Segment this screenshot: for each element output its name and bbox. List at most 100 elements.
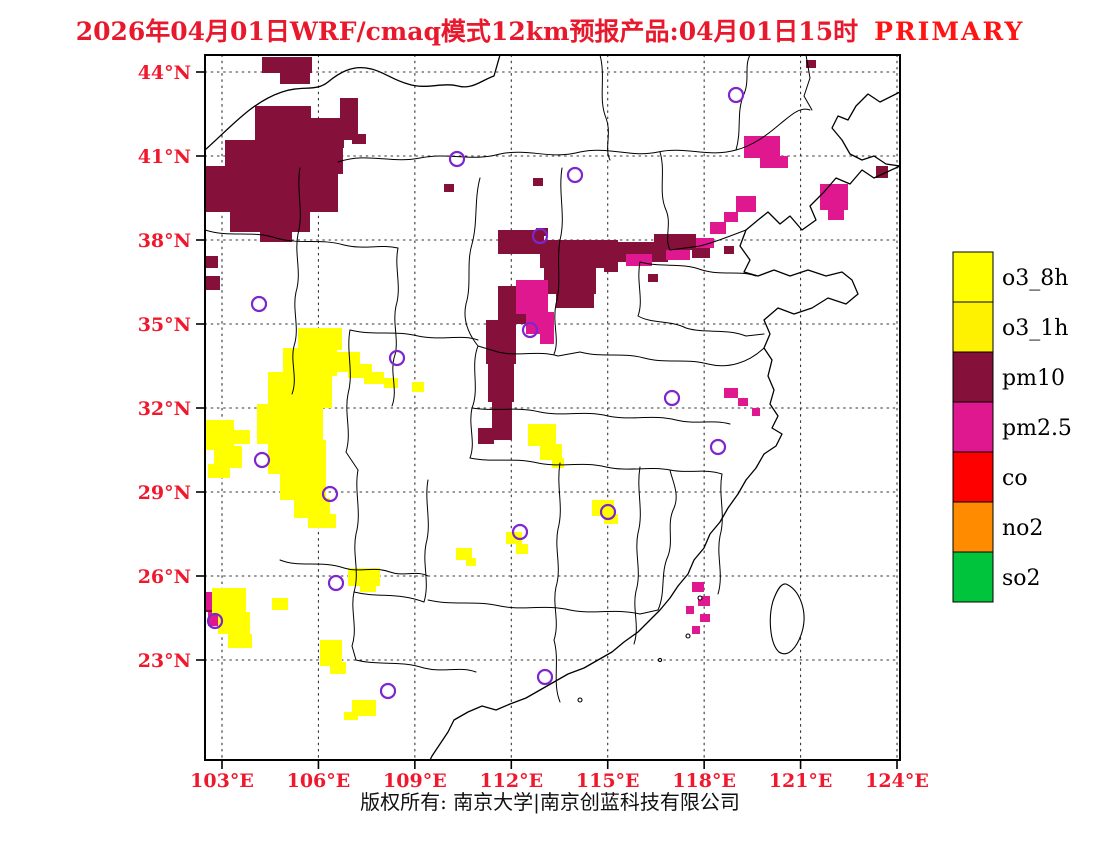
- lon-tick-label: 118°E: [672, 770, 736, 792]
- gansu-east-border: [291, 167, 301, 395]
- lon-tick-label: 121°E: [769, 770, 833, 792]
- guangxi-border: [355, 659, 477, 673]
- pollutant-cell-pm2.5: [752, 408, 760, 416]
- chongqing-border: [423, 479, 429, 603]
- pollutant-cell-o3_8h: [528, 424, 556, 446]
- pollutant-cell-pm2.5: [692, 626, 700, 634]
- pollutant-cell-o3_8h: [232, 430, 250, 444]
- pollutant-cell-o3_8h: [540, 444, 562, 460]
- pollutant-cell-pm10: [692, 246, 710, 258]
- pollutant-cell-o3_8h: [283, 348, 337, 376]
- hunan-border: [553, 462, 561, 641]
- title-highlight: PRIMARY: [874, 17, 1025, 46]
- city-marker: [663, 389, 681, 407]
- lat-tick-label: 32°N: [138, 398, 191, 420]
- pollutant-cell-pm2.5: [744, 136, 780, 158]
- pollutant-cell-pm10: [280, 72, 310, 84]
- legend-label-co: co: [1002, 466, 1028, 491]
- sichuan-east-border: [351, 469, 359, 661]
- page-title: 2026年04月01日WRF/cmaq模式12km预报产品:04月01日15时 P…: [0, 12, 1100, 48]
- pollutant-cell-pm2.5: [698, 596, 710, 606]
- pollutant-cell-pm2.5: [724, 212, 738, 222]
- lat-tick-label: 38°N: [138, 230, 191, 252]
- city-marker: [327, 574, 345, 592]
- map-boundaries: [205, 55, 900, 760]
- coastal-island: [657, 657, 663, 663]
- lon-tick-label: 109°E: [383, 770, 447, 792]
- city-marker: [448, 150, 466, 168]
- pollutant-cell-o3_8h: [268, 372, 332, 408]
- border-topright: [803, 55, 813, 111]
- taiwan-island: [769, 583, 805, 655]
- legend-label-no2: no2: [1002, 516, 1043, 541]
- pollutant-cell-pm2.5: [696, 238, 714, 248]
- pollutant-cell-o3_8h: [516, 544, 528, 554]
- lon-tick-label: 115°E: [576, 770, 640, 792]
- beijing-bohai-border: [659, 151, 747, 251]
- pollutant-cell-pm2.5: [710, 222, 726, 234]
- hebei-north-border: [599, 55, 611, 161]
- gansu-south-border: [205, 229, 399, 249]
- pollutant-cell-pm10: [206, 256, 218, 268]
- city-marker: [566, 166, 584, 184]
- city-marker: [379, 682, 397, 700]
- pollutant-cell-o3_8h: [344, 712, 358, 720]
- pollutant-cell-pm10: [536, 228, 548, 236]
- lat-tick-label: 44°N: [138, 62, 191, 84]
- pollutant-cell-pm2.5: [666, 250, 690, 260]
- pollutant-cell-o3_8h: [268, 440, 326, 474]
- pollutant-cell-o3_8h: [206, 420, 234, 450]
- city-marker: [531, 227, 549, 245]
- pollutant-cell-pm10: [206, 276, 220, 290]
- sichuan-north-border: [349, 329, 479, 341]
- pollutant-cell-pm10: [478, 428, 494, 444]
- coastal-island: [577, 697, 583, 703]
- pollutant-cell-pm10: [492, 400, 512, 440]
- pollutant-cell-pm10: [648, 274, 658, 282]
- coastal-island: [697, 595, 703, 601]
- pollutant-cell-o3_8h: [228, 634, 252, 648]
- pollutant-cell-pm2.5: [626, 254, 652, 266]
- pollutant-cell-pm10: [260, 230, 292, 242]
- shandong-north-border: [639, 261, 757, 277]
- legend: o3_8h o3_1h pm10 pm2.5 co no2 so2: [952, 251, 1072, 603]
- pollutant-cell-pm10: [340, 98, 358, 140]
- pollutant-cell-o3_8h: [552, 458, 564, 468]
- pollutant-cell-o3_8h: [456, 548, 472, 560]
- coastal-island: [685, 633, 691, 639]
- pollutant-cell-o3_8h: [364, 372, 384, 384]
- ningxia-border: [391, 247, 399, 407]
- lat-tick-label: 35°N: [138, 314, 191, 336]
- pollutant-cell-o3_8h: [208, 464, 230, 478]
- pollutant-cell-pm10: [352, 134, 366, 144]
- pollutant-cell-o3_8h: [218, 612, 250, 634]
- city-marker: [253, 451, 271, 469]
- guangdong-north-border: [427, 599, 659, 615]
- shanxi-hebei-border: [553, 167, 563, 355]
- yellow-river-east: [477, 345, 581, 357]
- lon-tick-label: 112°E: [479, 770, 543, 792]
- legend-swatch-so2: [952, 551, 994, 603]
- inner-mongolia-border: [337, 108, 811, 163]
- pollutant-cell-pm10: [654, 234, 696, 250]
- pollutant-cell-pm10: [444, 184, 454, 192]
- pollutant-cell-pm2.5: [540, 332, 554, 344]
- pollutant-cell-pm10: [544, 266, 596, 294]
- hubei-west-border: [469, 345, 479, 459]
- city-marker: [599, 503, 617, 521]
- guangdong-border: [553, 639, 561, 703]
- pollutant-cell-o3_8h: [294, 498, 330, 518]
- city-marker: [536, 668, 554, 686]
- yunnan-border: [279, 559, 429, 577]
- pollutant-cell-pm2.5: [736, 196, 756, 212]
- lat-tick-label: 41°N: [138, 146, 191, 168]
- pollutant-cell-pm2.5: [738, 398, 748, 406]
- pollutant-cell-pm2.5: [700, 614, 710, 622]
- pollutant-cell-o3_8h: [308, 514, 336, 528]
- jiangxi-border: [633, 466, 641, 645]
- fujian-inner-border: [657, 469, 677, 611]
- city-marker: [727, 86, 745, 104]
- lat-tick-label: 29°N: [138, 482, 191, 504]
- pollutant-cell-o3_8h: [214, 446, 242, 468]
- pollutant-cell-o3_8h: [466, 558, 476, 566]
